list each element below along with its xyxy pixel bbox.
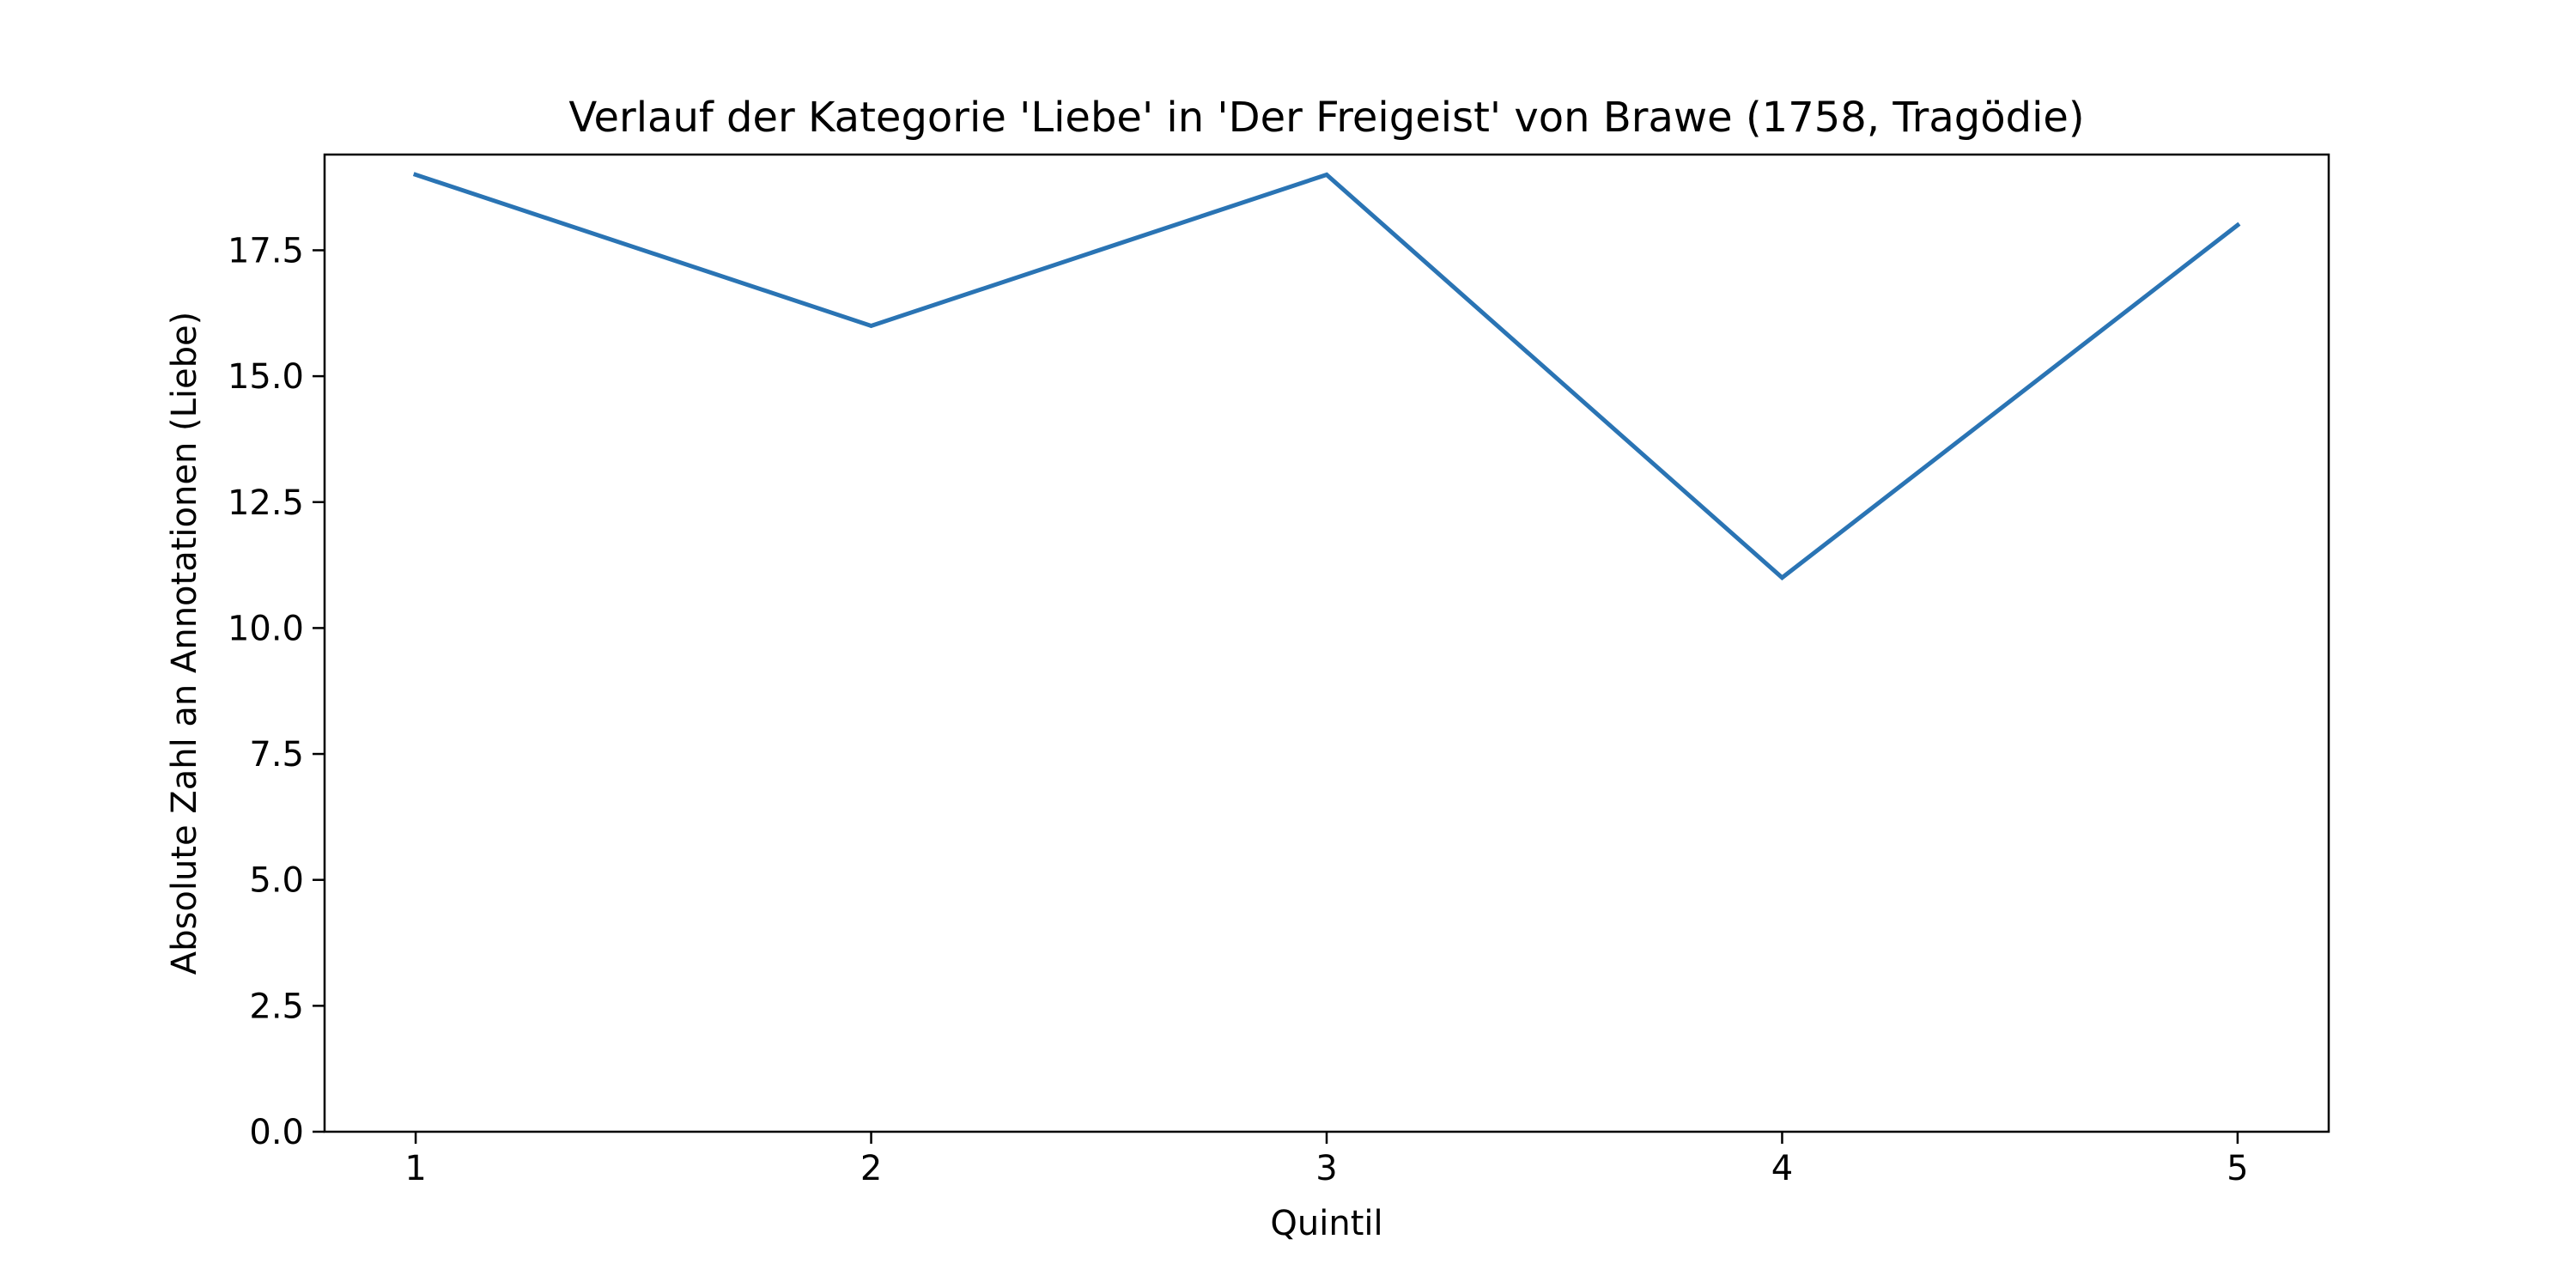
x-tick-label: 4 [1771, 1149, 1793, 1188]
y-tick-label: 0.0 [249, 1113, 304, 1152]
y-axis: 0.0 2.5 5.0 7.5 10.0 12.5 15.0 17.5 [228, 231, 325, 1152]
y-tick-label: 2.5 [249, 987, 304, 1026]
x-tick-label: 2 [860, 1149, 882, 1188]
x-axis: 1 2 3 4 5 [404, 1132, 2249, 1188]
y-tick-label: 15.0 [228, 357, 304, 397]
x-axis-title: Quintil [1270, 1204, 1382, 1243]
chart-title: Verlauf der Kategorie 'Liebe' in 'Der Fr… [568, 94, 2084, 142]
y-tick-label: 12.5 [228, 483, 304, 523]
y-tick-label: 10.0 [228, 609, 304, 648]
y-tick-label: 5.0 [249, 861, 304, 901]
plot-area [325, 155, 2329, 1132]
x-tick-label: 3 [1315, 1149, 1337, 1188]
y-axis-title: Absolute Zahl an Annotationen (Liebe) [165, 312, 204, 975]
x-tick-label: 5 [2227, 1149, 2248, 1188]
series-layer [412, 172, 2241, 580]
y-tick-label: 7.5 [249, 735, 304, 775]
x-tick-label: 1 [404, 1149, 426, 1188]
y-tick-label: 17.5 [228, 231, 304, 270]
